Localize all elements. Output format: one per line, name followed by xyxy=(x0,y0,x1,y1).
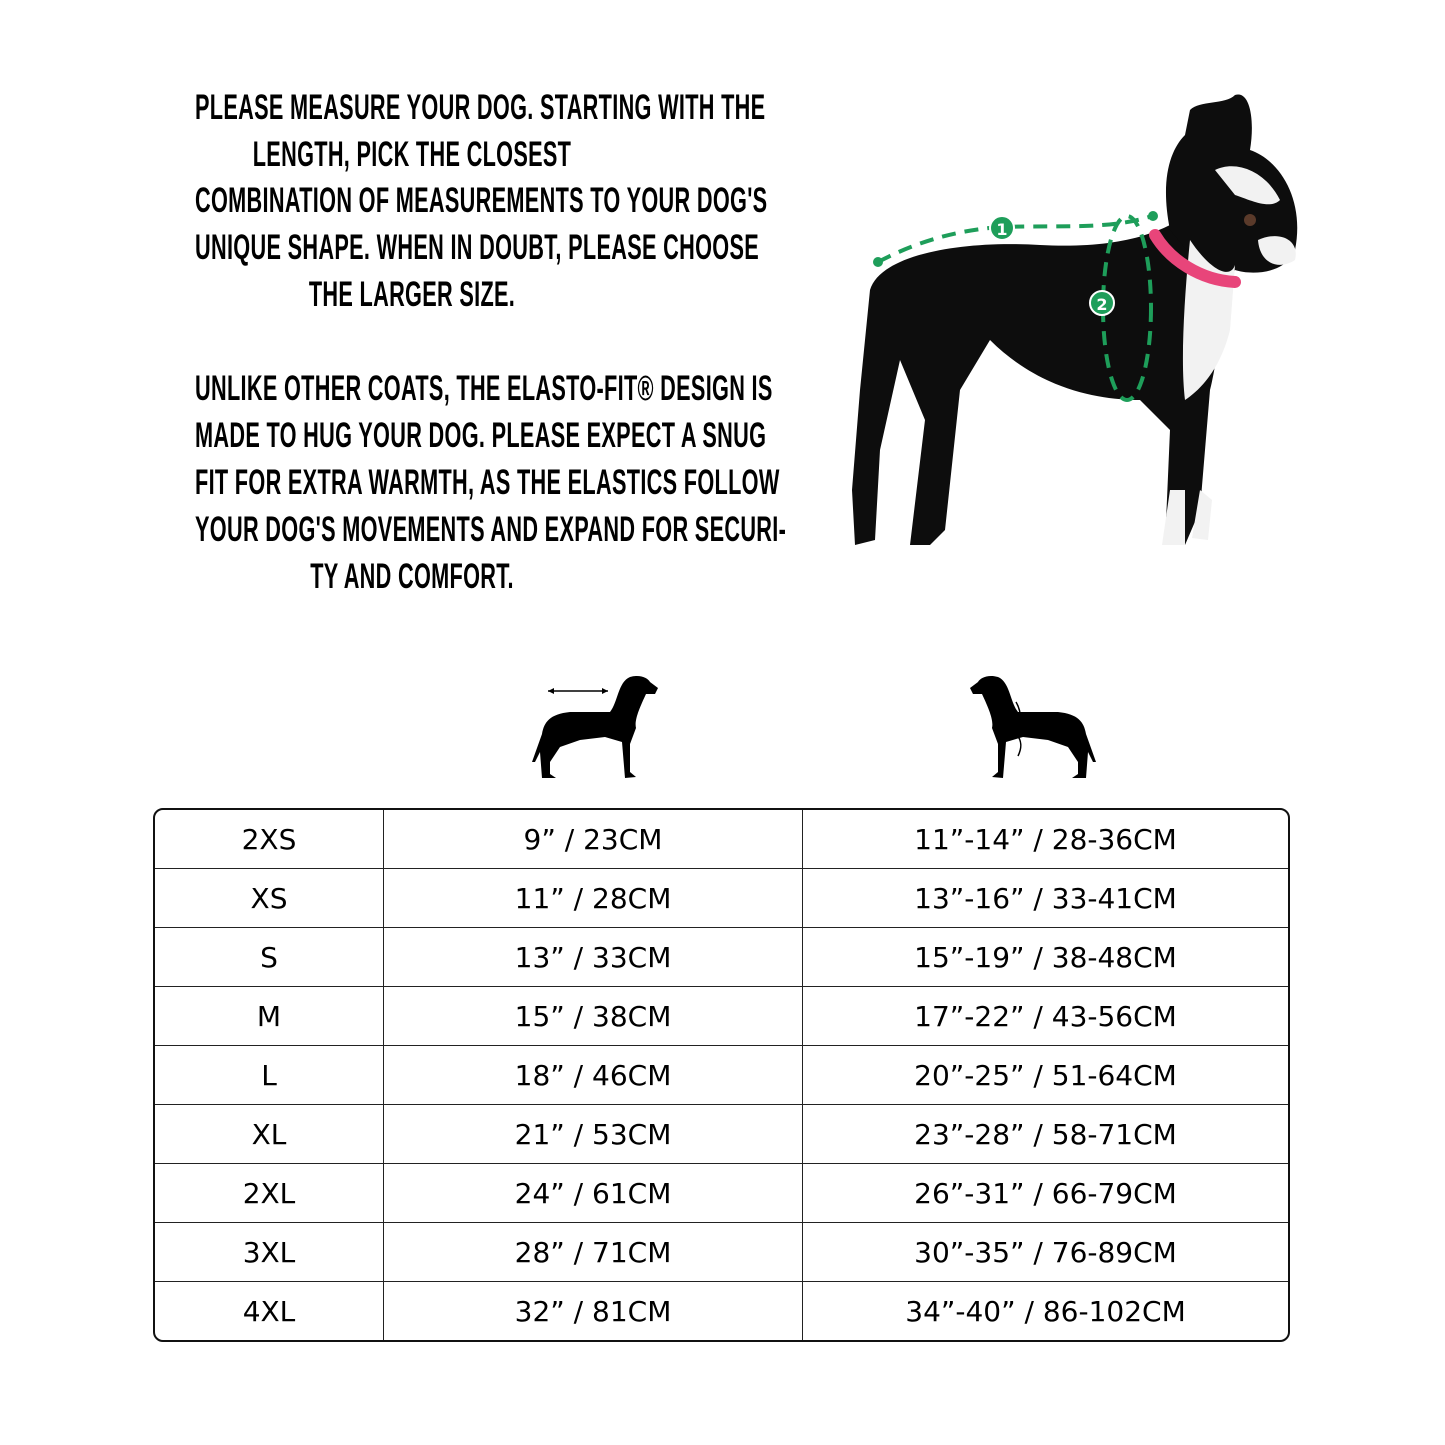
intro-line: FIT FOR EXTRA WARMTH, AS THE ELASTICS FO… xyxy=(195,463,780,502)
intro-line: PLEASE MEASURE YOUR DOG. STARTING WITH T… xyxy=(195,88,766,127)
size-row: 2XS 9” / 23CM 11”-14” / 28-36CM xyxy=(155,810,1288,869)
dog-white-markings xyxy=(1162,166,1296,545)
size-cell: L xyxy=(155,1046,384,1105)
intro-line: UNLIKE OTHER COATS, THE ELASTO-FIT® DESI… xyxy=(195,369,773,408)
length-marker: 1 xyxy=(996,220,1007,239)
length-cell: 32” / 81CM xyxy=(384,1282,803,1340)
dog-chest-girth-icon xyxy=(970,675,1096,778)
intro-line: MADE TO HUG YOUR DOG. PLEASE EXPECT A SN… xyxy=(195,416,767,455)
length-cell: 24” / 61CM xyxy=(384,1164,803,1223)
size-cell: 2XS xyxy=(155,810,384,869)
dog-length-icon xyxy=(532,675,658,778)
chest-cell: 15”-19” / 38-48CM xyxy=(803,928,1288,987)
intro-line: COMBINATION OF MEASUREMENTS TO YOUR DOG'… xyxy=(195,181,768,220)
size-row: XL 21” / 53CM 23”-28” / 58-71CM xyxy=(155,1105,1288,1164)
length-cell: 28” / 71CM xyxy=(384,1223,803,1282)
dog-eye xyxy=(1244,214,1256,226)
size-row: 2XL 24” / 61CM 26”-31” / 66-79CM xyxy=(155,1164,1288,1223)
length-cell: 13” / 33CM xyxy=(384,928,803,987)
length-cell: 18” / 46CM xyxy=(384,1046,803,1105)
length-cell: 15” / 38CM xyxy=(384,987,803,1046)
size-cell: 3XL xyxy=(155,1223,384,1282)
chest-cell: 13”-16” / 33-41CM xyxy=(803,869,1288,928)
length-cell: 21” / 53CM xyxy=(384,1105,803,1164)
size-row: S 13” / 33CM 15”-19” / 38-48CM xyxy=(155,928,1288,987)
dog-measurement-photo: 1 2 xyxy=(852,94,1298,545)
size-row: 3XL 28” / 71CM 30”-35” / 76-89CM xyxy=(155,1223,1288,1282)
chest-cell: 11”-14” / 28-36CM xyxy=(803,810,1288,869)
size-cell: 2XL xyxy=(155,1164,384,1223)
size-row: M 15” / 38CM 17”-22” / 43-56CM xyxy=(155,987,1288,1046)
size-cell: S xyxy=(155,928,384,987)
chest-cell: 34”-40” / 86-102CM xyxy=(905,1294,1186,1328)
size-cell: M xyxy=(155,987,384,1046)
dog-collar xyxy=(1149,229,1241,288)
size-row: 4XL 32” / 81CM 34”-40” / 86-102CM xyxy=(155,1282,1288,1340)
chest-cell: 30”-35” / 76-89CM xyxy=(803,1223,1288,1282)
size-cell: XL xyxy=(155,1105,384,1164)
chest-girth-measure-line: 2 xyxy=(1089,214,1153,402)
length-cell: 11” / 28CM xyxy=(384,869,803,928)
chest-cell: 26”-31” / 66-79CM xyxy=(803,1164,1288,1223)
intro-line: YOUR DOG'S MOVEMENTS AND EXPAND FOR SECU… xyxy=(195,510,787,549)
intro-line: TY AND COMFORT. xyxy=(310,557,514,596)
intro-line: LENGTH, PICK THE CLOSEST xyxy=(252,135,572,174)
chest-cell: 20”-25” / 51-64CM xyxy=(803,1046,1288,1105)
size-row: XS 11” / 28CM 13”-16” / 33-41CM xyxy=(155,869,1288,928)
intro-line: UNIQUE SHAPE. WHEN IN DOUBT, PLEASE CHOO… xyxy=(195,228,760,267)
size-table: 2XS 9” / 23CM 11”-14” / 28-36CM XS 11” / 28C… xyxy=(153,808,1290,1342)
length-measure-line: 1 xyxy=(873,211,1158,267)
size-row: L 18” / 46CM 20”-25” / 51-64CM xyxy=(155,1046,1288,1105)
size-cell: XS xyxy=(155,869,384,928)
chest-marker: 2 xyxy=(1096,295,1107,314)
length-cell: 9” / 23CM xyxy=(384,810,803,869)
size-cell: 4XL xyxy=(155,1282,384,1340)
chest-cell: 23”-28” / 58-71CM xyxy=(803,1105,1288,1164)
intro-line: THE LARGER SIZE. xyxy=(308,275,516,314)
chest-cell: 17”-22” / 43-56CM xyxy=(803,987,1288,1046)
